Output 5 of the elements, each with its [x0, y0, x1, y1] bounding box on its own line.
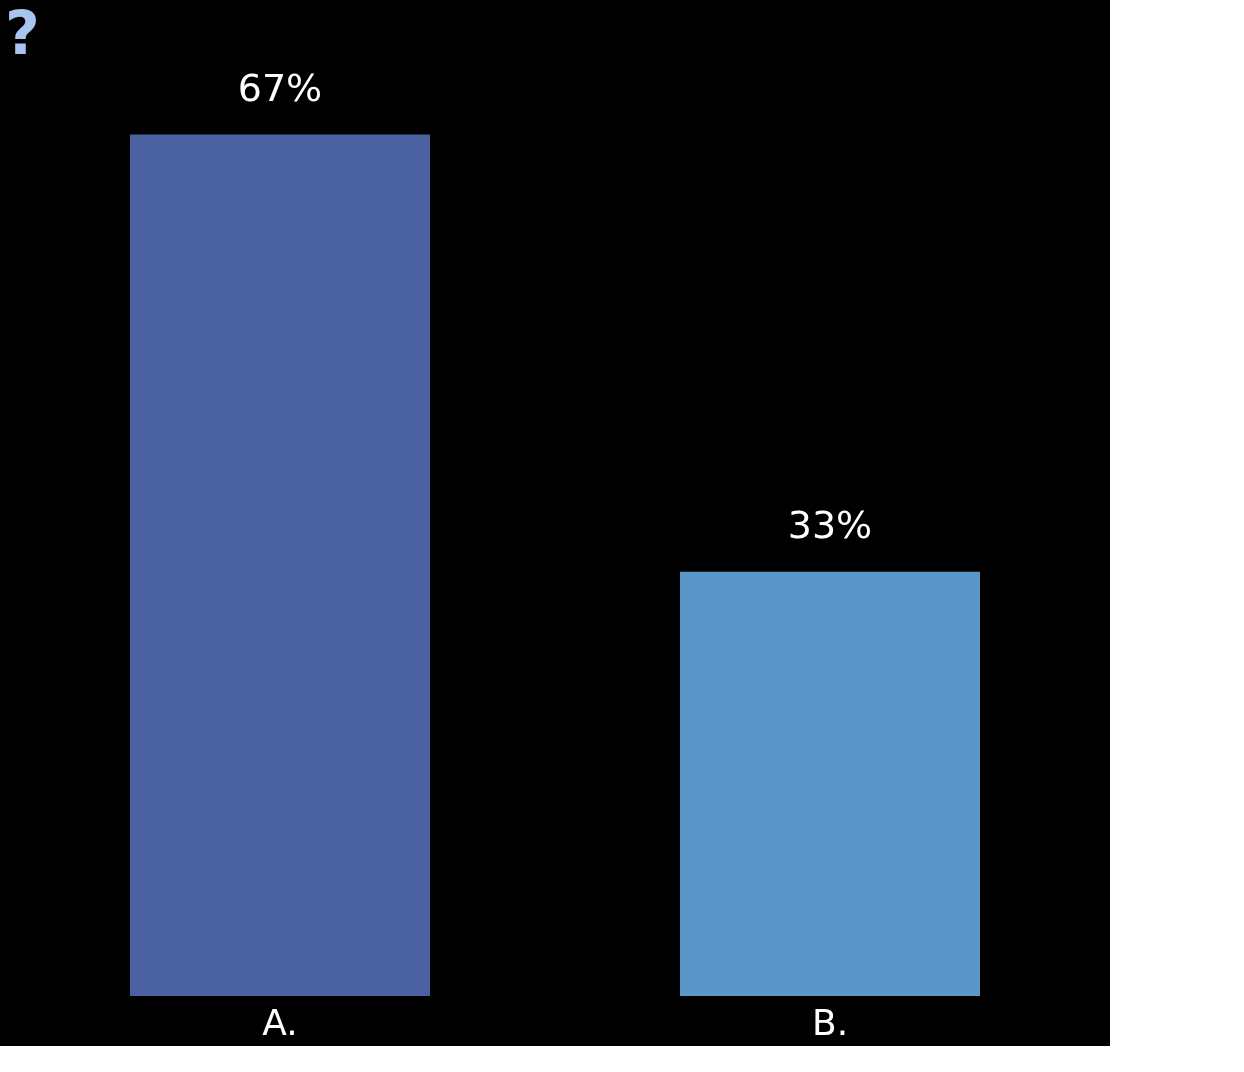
x-tick-label: B.: [811, 1001, 849, 1043]
x-tick-label: A.: [262, 1001, 298, 1043]
data-label: 33%: [787, 502, 873, 547]
data-label: 67%: [237, 65, 323, 110]
chart-title: ?: [5, 0, 40, 68]
